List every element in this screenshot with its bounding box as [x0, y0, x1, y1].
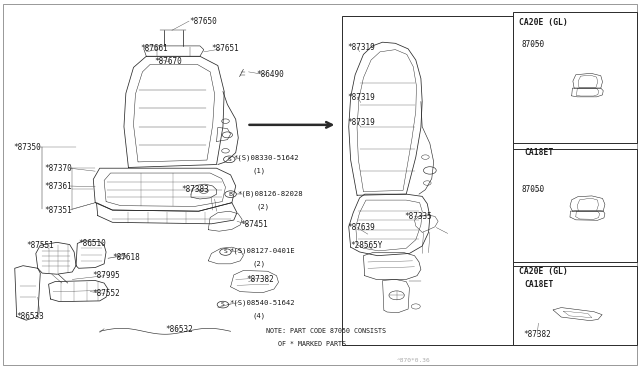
- Text: *86510: *86510: [79, 239, 106, 248]
- Text: *87350: *87350: [13, 142, 41, 151]
- Text: *(S)08540-51642: *(S)08540-51642: [229, 299, 295, 306]
- Text: CA18ET: CA18ET: [524, 148, 554, 157]
- Text: *(B)08126-82028: *(B)08126-82028: [237, 191, 303, 198]
- Text: CA18ET: CA18ET: [524, 280, 554, 289]
- Text: *87319: *87319: [348, 119, 375, 128]
- Text: *86532: *86532: [166, 325, 193, 334]
- Text: OF * MARKED PARTS: OF * MARKED PARTS: [278, 340, 346, 346]
- Text: S: S: [227, 157, 231, 162]
- Text: *86490: *86490: [256, 70, 284, 79]
- Text: *87995: *87995: [92, 271, 120, 280]
- Text: 87050: 87050: [521, 185, 544, 194]
- Text: (2): (2): [253, 260, 266, 267]
- Text: *87661: *87661: [140, 44, 168, 53]
- Bar: [513, 149, 637, 262]
- Text: *87382: *87382: [246, 275, 275, 284]
- Text: *87451: *87451: [240, 221, 268, 230]
- Text: *87335: *87335: [404, 212, 432, 221]
- Text: (4): (4): [253, 312, 266, 319]
- Text: *87670: *87670: [154, 57, 182, 66]
- Text: *87651: *87651: [211, 44, 239, 53]
- Text: *28565Y: *28565Y: [351, 241, 383, 250]
- Text: *87370: *87370: [44, 164, 72, 173]
- Text: *86533: *86533: [17, 312, 44, 321]
- Text: *87639: *87639: [348, 223, 375, 232]
- Text: ^870*0.36: ^870*0.36: [397, 358, 430, 363]
- Text: CA20E (GL): CA20E (GL): [519, 267, 568, 276]
- Text: *87319: *87319: [348, 42, 375, 51]
- Bar: [513, 12, 637, 143]
- Text: *87650: *87650: [189, 17, 217, 26]
- Text: 87050: 87050: [521, 40, 544, 49]
- Text: *87361: *87361: [44, 182, 72, 190]
- Text: *87319: *87319: [348, 93, 375, 102]
- Text: B: B: [228, 192, 232, 197]
- Bar: [513, 266, 637, 345]
- Text: (1): (1): [253, 168, 266, 174]
- Text: *87351: *87351: [44, 206, 72, 215]
- Text: *(S)08127-0401E: *(S)08127-0401E: [229, 248, 295, 254]
- Text: CA20E (GL): CA20E (GL): [519, 19, 568, 28]
- Text: NOTE: PART CODE 87050 CONSISTS: NOTE: PART CODE 87050 CONSISTS: [266, 328, 386, 334]
- Text: *87551: *87551: [26, 241, 54, 250]
- Text: *(S)08330-51642: *(S)08330-51642: [234, 155, 300, 161]
- Text: *87618: *87618: [113, 253, 140, 262]
- Text: *87382: *87382: [523, 330, 551, 340]
- Bar: [342, 16, 513, 345]
- Text: *87552: *87552: [92, 289, 120, 298]
- Text: *87383: *87383: [181, 185, 209, 194]
- Text: S: S: [221, 302, 225, 307]
- Text: (2): (2): [256, 204, 269, 211]
- Text: S: S: [223, 250, 227, 254]
